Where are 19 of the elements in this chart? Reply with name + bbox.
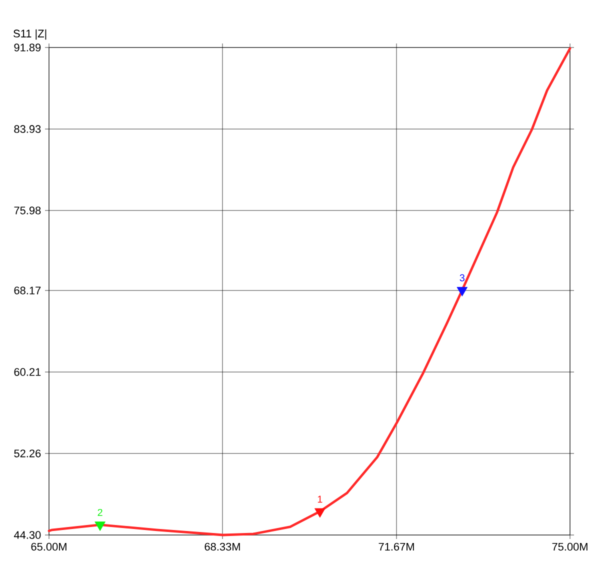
point [314,508,326,518]
x-tick-label: 71.67M [378,542,414,551]
y-tick-label: 44.30 [14,531,41,539]
x-tick-label: 75.00M [552,542,588,551]
y-tick-label: 83.93 [14,125,41,133]
x-tick-label: 68.33M [204,542,240,551]
y-tick-label: 75.98 [14,206,41,214]
point [94,522,106,531]
x-tick-label: 65.00M [31,542,66,551]
y-axis-title: S11 |Z| [14,29,46,40]
y-tick-label: 68.17 [14,286,41,294]
annotation: 1 [318,496,322,503]
line-series [48,47,572,536]
annotation: 3 [460,274,464,282]
y-tick-label: 52.26 [14,450,41,458]
annotation: 2 [98,508,102,516]
y-tick-label: 60.21 [14,368,41,376]
y-tick-label: 91.89 [14,44,41,52]
point [456,286,468,296]
